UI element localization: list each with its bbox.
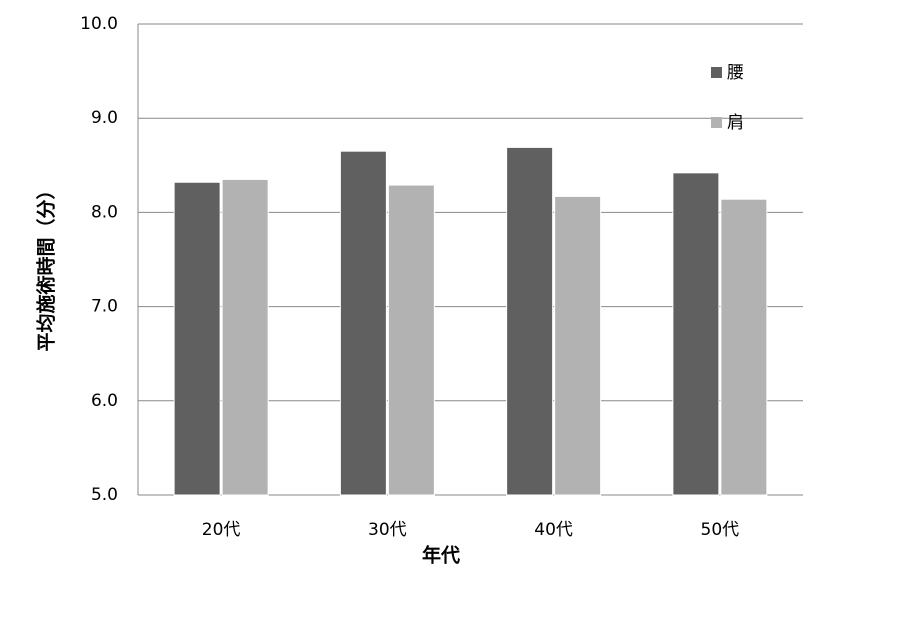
bar (173, 181, 221, 496)
x-axis-label: 年代 (422, 544, 460, 567)
x-tick-label: 20代 (202, 520, 241, 540)
bar (387, 184, 435, 496)
y-axis-label: 平均施術時間（分） (35, 180, 58, 351)
legend-label: 肩 (727, 113, 744, 133)
x-tick-label: 40代 (534, 520, 573, 540)
y-tick-label: 8.0 (91, 202, 118, 222)
legend-swatch (711, 67, 722, 78)
bar (672, 172, 720, 496)
bar (720, 198, 768, 496)
legend-swatch (711, 117, 722, 128)
y-tick-label: 5.0 (91, 485, 118, 505)
y-tick-label: 9.0 (91, 108, 118, 128)
y-tick-label: 7.0 (91, 297, 118, 317)
y-tick-label: 10.0 (80, 14, 118, 34)
bar (506, 146, 554, 496)
bar (221, 178, 269, 496)
legend-label: 腰 (727, 63, 744, 83)
x-tick-label: 30代 (368, 520, 407, 540)
y-tick-label: 6.0 (91, 391, 118, 411)
bar (339, 150, 387, 496)
x-tick-label: 50代 (701, 520, 740, 540)
bar (554, 195, 602, 496)
